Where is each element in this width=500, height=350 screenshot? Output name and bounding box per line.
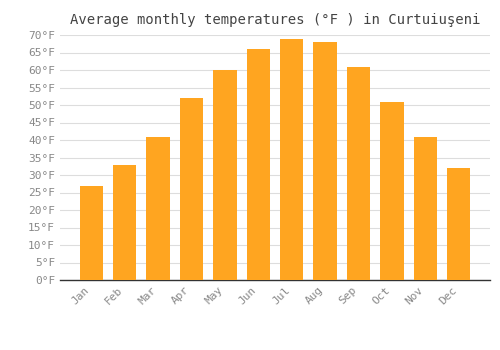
Bar xyxy=(146,136,170,280)
Bar xyxy=(414,136,437,280)
Bar xyxy=(280,38,303,280)
Bar xyxy=(180,98,203,280)
Bar xyxy=(80,186,103,280)
Bar xyxy=(113,164,136,280)
Title: Average monthly temperatures (°F ) in Curtuiuşeni: Average monthly temperatures (°F ) in Cu… xyxy=(70,13,480,27)
Bar xyxy=(314,42,337,280)
Bar xyxy=(347,66,370,280)
Bar xyxy=(447,168,470,280)
Bar xyxy=(246,49,270,280)
Bar xyxy=(380,102,404,280)
Bar xyxy=(213,70,236,280)
